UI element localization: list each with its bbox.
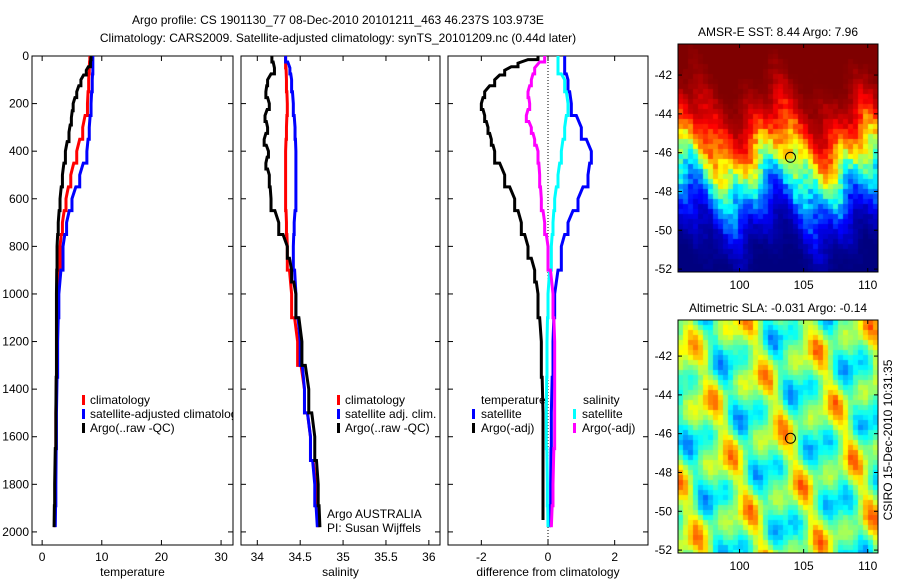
profile-line-diff-0 bbox=[548, 56, 593, 528]
profile-line-sal-2 bbox=[262, 56, 322, 528]
legend-label: satellite-adjusted climatology bbox=[90, 407, 243, 421]
y-tick-label: -42 bbox=[655, 68, 673, 82]
x-tick-label: 35 bbox=[336, 550, 350, 564]
annotation-text: PI: Susan Wijffels bbox=[327, 521, 421, 535]
y-tick-label: -44 bbox=[655, 388, 673, 402]
argo-location-marker bbox=[784, 432, 796, 444]
x-tick-label: 0 bbox=[545, 550, 552, 564]
y-tick-label: 400 bbox=[9, 144, 29, 158]
y-tick-label: 0 bbox=[22, 49, 29, 63]
profile-line-temp-2 bbox=[52, 56, 93, 528]
sla-map-frame bbox=[677, 319, 879, 554]
credit-text: CSIRO 15-Dec-2010 10:31:35 bbox=[881, 359, 895, 520]
y-tick-label: 2000 bbox=[2, 525, 29, 539]
profile-line-temp-1 bbox=[53, 56, 95, 528]
y-tick-label: 800 bbox=[9, 239, 29, 253]
sla-map-title: Altimetric SLA: -0.031 Argo: -0.14 bbox=[689, 301, 867, 315]
legend-label: Argo(..raw -QC) bbox=[90, 421, 175, 435]
y-tick-label: -52 bbox=[655, 262, 673, 276]
y-tick-label: -44 bbox=[655, 107, 673, 121]
legend-swatch bbox=[82, 395, 85, 405]
legend-swatch bbox=[472, 423, 475, 433]
y-tick-label: 1800 bbox=[2, 477, 29, 491]
annotation-text: Argo AUSTRALIA bbox=[327, 507, 422, 521]
y-tick-label: -46 bbox=[655, 146, 673, 160]
x-tick-label: 10 bbox=[95, 550, 109, 564]
legend-label: satellite adj. clim. bbox=[345, 407, 436, 421]
sst-heatmap bbox=[678, 44, 878, 272]
y-tick-label: -52 bbox=[655, 543, 673, 557]
y-tick-label: 1200 bbox=[2, 335, 29, 349]
x-tick-label: 100 bbox=[730, 278, 750, 292]
x-tick-label: 100 bbox=[730, 559, 750, 573]
legend-swatch bbox=[337, 409, 340, 419]
sla-heatmap bbox=[678, 320, 878, 553]
y-tick-label: 1400 bbox=[2, 382, 29, 396]
legend-label: satellite bbox=[582, 407, 623, 421]
y-tick-label: 200 bbox=[9, 97, 29, 111]
legend-swatch bbox=[573, 423, 576, 433]
x-tick-label: 105 bbox=[794, 278, 814, 292]
x-tick-label: 110 bbox=[858, 278, 877, 292]
x-tick-label: 0 bbox=[39, 550, 46, 564]
legend-label: Argo(-adj) bbox=[481, 421, 534, 435]
x-axis-label: temperature bbox=[100, 565, 165, 579]
legend-swatch bbox=[82, 409, 85, 419]
legend-label: satellite bbox=[481, 407, 522, 421]
x-tick-label: 30 bbox=[214, 550, 228, 564]
y-tick-label: -50 bbox=[655, 223, 673, 237]
x-tick-label: 34 bbox=[251, 550, 265, 564]
x-tick-label: 34.5 bbox=[289, 550, 313, 564]
legend-swatch bbox=[573, 409, 576, 419]
legend-label: Argo(-adj) bbox=[582, 421, 635, 435]
title-line-2: Climatology: CARS2009. Satellite-adjuste… bbox=[100, 31, 576, 45]
x-tick-label: -2 bbox=[476, 550, 487, 564]
x-axis-label: salinity bbox=[322, 565, 359, 579]
legend-label: Argo(..raw -QC) bbox=[345, 421, 430, 435]
y-tick-label: -48 bbox=[655, 465, 673, 479]
y-tick-label: 1600 bbox=[2, 430, 29, 444]
x-tick-label: 105 bbox=[794, 559, 814, 573]
sal-axes-frame bbox=[240, 55, 441, 546]
x-tick-label: 20 bbox=[155, 550, 169, 564]
legend-label: climatology bbox=[345, 393, 405, 407]
legend-title-salinity: salinity bbox=[583, 393, 620, 407]
legend-swatch bbox=[82, 423, 85, 433]
profile-line-sal-1 bbox=[284, 56, 319, 528]
x-tick-label: 36 bbox=[422, 550, 436, 564]
x-tick-label: 35.5 bbox=[374, 550, 398, 564]
legend-label: climatology bbox=[90, 393, 150, 407]
sal-panel: 34 34.5 35 35.5 36 salinity climatologysatelli… bbox=[240, 55, 441, 579]
argo-location-marker bbox=[784, 151, 796, 163]
legend-swatch bbox=[472, 409, 475, 419]
diff-lines: temperature salinitysatelliteArgo(-adj)sa… bbox=[472, 56, 635, 545]
legend-swatch bbox=[337, 423, 340, 433]
sst-map-frame bbox=[677, 43, 879, 273]
y-tick-label: -46 bbox=[655, 427, 673, 441]
y-tick-label: -42 bbox=[655, 349, 673, 363]
sst-map: AMSR-E SST: 8.44 Argo: 7.96 100 105 110 -42 -… bbox=[655, 25, 879, 292]
y-tick-label: 1000 bbox=[2, 287, 29, 301]
y-tick-label: -50 bbox=[655, 504, 673, 518]
title-line-1: Argo profile: CS 1901130_77 08-Dec-2010 … bbox=[132, 13, 544, 27]
x-tick-label: 110 bbox=[858, 559, 877, 573]
profile-line-diff-2 bbox=[544, 56, 570, 528]
y-tick-label: -48 bbox=[655, 184, 673, 198]
y-tick-label: 600 bbox=[9, 192, 29, 206]
profile-line-diff-1 bbox=[479, 56, 545, 521]
x-tick-label: 2 bbox=[611, 550, 618, 564]
legend-title-temperature: temperature bbox=[481, 393, 546, 407]
sla-map: Altimetric SLA: -0.031 Argo: -0.14 100 105… bbox=[655, 301, 879, 573]
x-axis-label: difference from climatology bbox=[476, 565, 619, 579]
temp-axes-frame bbox=[31, 55, 234, 546]
legend-swatch bbox=[337, 395, 340, 405]
sst-map-title: AMSR-E SST: 8.44 Argo: 7.96 bbox=[698, 25, 858, 39]
profile-line-diff-3 bbox=[524, 56, 557, 528]
temp-panel: 0 10 20 30 temperature 0 200 400 600 800 1000 1200 1… bbox=[2, 49, 243, 579]
